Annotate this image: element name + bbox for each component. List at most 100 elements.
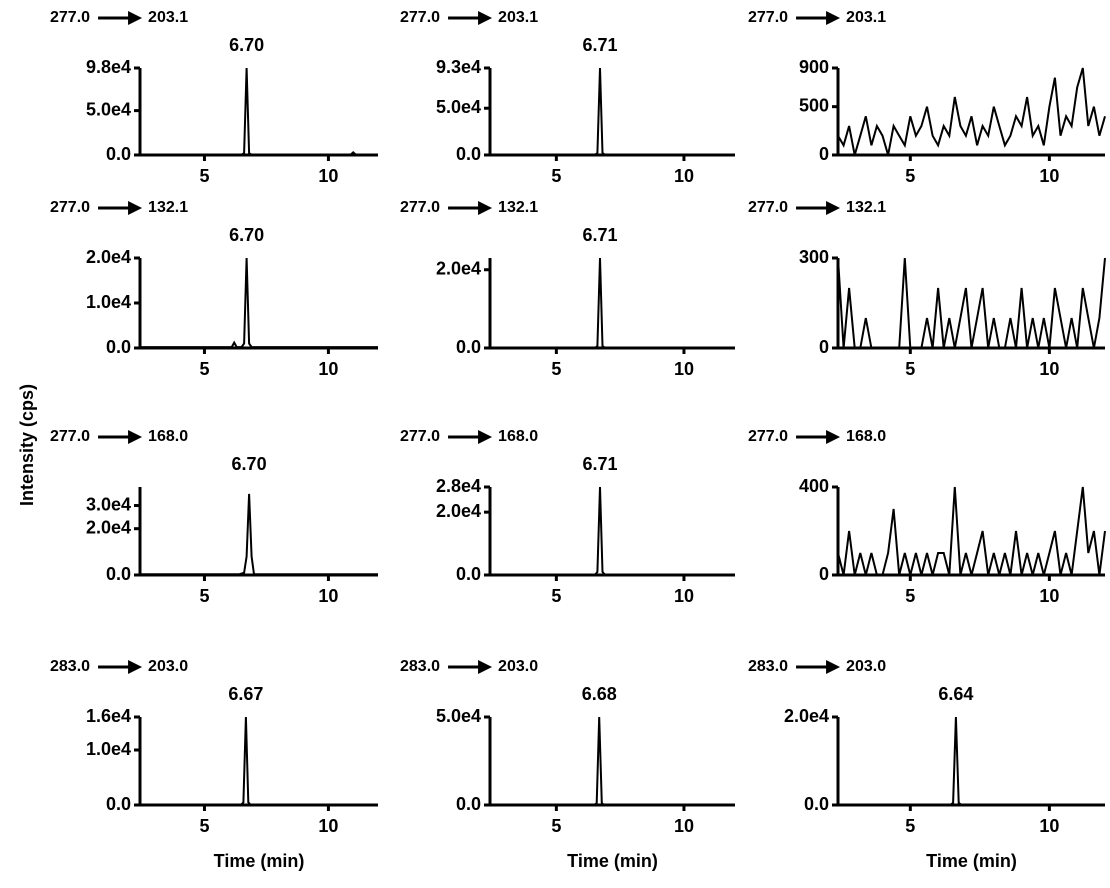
peak-label: 6.64 [938,684,973,704]
peak-label: 6.71 [582,35,617,55]
y-tick-label: 400 [799,476,829,496]
trace [837,257,1106,349]
x-tick-label: 5 [199,816,209,836]
x-axis-label: Time (min) [926,851,1017,871]
trace [838,716,1105,806]
y-tick-label: 0.0 [456,794,481,814]
product-label: 203.1 [148,9,188,26]
precursor-label: 277.0 [50,428,90,445]
precursor-label: 277.0 [748,199,788,216]
x-tick-label: 5 [551,166,561,186]
x-axis-label: Time (min) [214,851,305,871]
y-tick-label: 3.0e4 [86,494,131,514]
y-tick-label: 0.0 [456,144,481,164]
product-label: 168.0 [148,428,188,445]
trace [837,486,1106,576]
product-label: 203.0 [148,658,188,675]
arrow-head [478,660,493,674]
product-label: 203.0 [846,658,886,675]
arrow-head [826,660,841,674]
precursor-label: 277.0 [400,428,440,445]
x-tick-label: 10 [318,359,338,379]
trace [140,493,378,576]
product-label: 132.1 [148,199,188,216]
peak-label: 6.70 [229,35,264,55]
arrow-head [128,201,143,215]
y-tick-label: 1.6e4 [86,706,131,726]
y-tick-label: 1.0e4 [86,739,131,759]
y-tick-label: 2.0e4 [784,706,829,726]
x-axis-label: Time (min) [567,851,658,871]
y-tick-label: 2.0e4 [436,258,481,278]
trace [490,257,735,349]
peak-label: 6.68 [582,684,617,704]
x-tick-label: 5 [905,166,915,186]
y-tick-label: 500 [799,95,829,115]
y-tick-label: 0.0 [106,337,131,357]
y-tick-label: 0.0 [804,794,829,814]
product-label: 203.1 [498,9,538,26]
x-tick-label: 10 [1039,816,1059,836]
product-label: 132.1 [846,199,886,216]
y-tick-label: 2.8e4 [436,476,481,496]
peak-label: 6.70 [232,454,267,474]
y-tick-label: 9.3e4 [436,57,481,77]
x-tick-label: 5 [199,359,209,379]
y-tick-label: 0.0 [106,144,131,164]
precursor-label: 277.0 [748,9,788,26]
y-tick-label: 1.0e4 [86,292,131,312]
x-tick-label: 5 [551,586,561,606]
y-tick-label: 0.0 [456,337,481,357]
arrow-head [478,201,493,215]
precursor-label: 277.0 [50,199,90,216]
x-tick-label: 10 [318,166,338,186]
precursor-label: 283.0 [400,658,440,675]
x-tick-label: 5 [199,586,209,606]
y-tick-label: 0 [819,144,829,164]
y-tick-label: 300 [799,247,829,267]
peak-label: 6.67 [228,684,263,704]
x-tick-label: 10 [674,359,694,379]
arrow-head [128,11,143,25]
x-tick-label: 5 [551,359,561,379]
trace [490,67,735,156]
x-tick-label: 5 [199,166,209,186]
x-tick-label: 5 [905,816,915,836]
x-tick-label: 5 [905,359,915,379]
y-tick-label: 2.0e4 [436,501,481,521]
x-tick-label: 10 [674,816,694,836]
y-tick-label: 0.0 [456,564,481,584]
product-label: 168.0 [846,428,886,445]
y-tick-label: 2.0e4 [86,517,131,537]
trace [140,257,378,349]
precursor-label: 277.0 [748,428,788,445]
y-tick-label: 5.0e4 [86,99,131,119]
y-tick-label: 2.0e4 [86,247,131,267]
trace [140,67,378,156]
precursor-label: 277.0 [400,199,440,216]
precursor-label: 277.0 [50,9,90,26]
x-tick-label: 5 [905,586,915,606]
precursor-label: 283.0 [50,658,90,675]
precursor-label: 277.0 [400,9,440,26]
trace [140,716,378,806]
y-tick-label: 9.8e4 [86,57,131,77]
x-tick-label: 10 [1039,359,1059,379]
arrow-head [478,430,493,444]
y-tick-label: 0 [819,564,829,584]
product-label: 203.0 [498,658,538,675]
arrow-head [826,430,841,444]
x-tick-label: 10 [318,586,338,606]
peak-label: 6.70 [229,225,264,245]
y-tick-label: 5.0e4 [436,97,481,117]
y-tick-label: 0.0 [106,564,131,584]
y-tick-label: 0.0 [106,794,131,814]
x-tick-label: 10 [318,816,338,836]
y-tick-label: 900 [799,57,829,77]
trace [490,716,735,806]
arrow-head [826,11,841,25]
peak-label: 6.71 [582,225,617,245]
y-tick-label: 5.0e4 [436,706,481,726]
product-label: 203.1 [846,9,886,26]
